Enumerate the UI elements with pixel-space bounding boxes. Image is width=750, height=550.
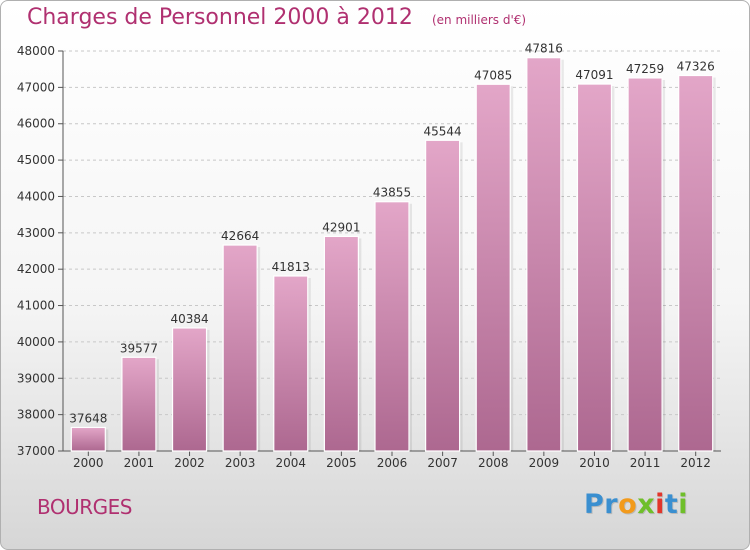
data-label-2007: 45544 (424, 124, 462, 138)
data-label-2011: 47259 (626, 62, 664, 76)
y-tick-label: 40000 (17, 335, 55, 349)
data-label-2004: 41813 (272, 260, 310, 274)
x-tick-label-2001: 2001 (124, 456, 155, 470)
city-name: BOURGES (37, 495, 132, 519)
logo-letter: i (678, 489, 689, 520)
bar-2008[interactable] (475, 83, 511, 452)
bar-2011[interactable] (627, 77, 663, 452)
y-tick-label: 46000 (17, 117, 55, 131)
x-tick-label-2012: 2012 (680, 456, 711, 470)
x-tick-label-2007: 2007 (427, 456, 458, 470)
logo-letter: x (637, 489, 656, 520)
logo-letter: P (584, 489, 605, 520)
x-tick-label-2004: 2004 (275, 456, 306, 470)
bar-2006[interactable] (374, 201, 410, 452)
logo-letter: i (655, 489, 665, 520)
labels: 37000 38000 39000 40000 41000 42000 43000 44000… (17, 42, 715, 470)
y-tick-label: 42000 (17, 262, 55, 276)
y-tick-label: 37000 (17, 444, 55, 458)
logo-letter: o (618, 489, 638, 520)
bar-2002[interactable] (171, 327, 208, 452)
data-label-2003: 42664 (221, 229, 259, 243)
bar-2007[interactable] (425, 139, 461, 452)
bars (70, 57, 716, 452)
data-label-2005: 42901 (322, 220, 360, 234)
logo-letter: r (604, 489, 619, 520)
y-tick-label: 38000 (17, 408, 55, 422)
x-tick-label-2000: 2000 (73, 456, 104, 470)
bar-2004[interactable] (273, 275, 309, 452)
y-tick-label: 45000 (17, 153, 55, 167)
data-label-2010: 47091 (575, 68, 613, 82)
x-tick-label-2006: 2006 (377, 456, 408, 470)
bar-2005[interactable] (323, 235, 359, 452)
bar-2009[interactable] (526, 57, 562, 452)
x-tick-label-2011: 2011 (630, 456, 661, 470)
data-label-2012: 47326 (677, 60, 715, 74)
data-label-2009: 47816 (525, 42, 563, 56)
data-label-2002: 40384 (170, 312, 208, 326)
chart-title: Charges de Personnel 2000 à 2012 (27, 5, 413, 30)
x-tick-label-2009: 2009 (529, 456, 560, 470)
x-tick-label-2008: 2008 (478, 456, 509, 470)
x-tick-label-2002: 2002 (174, 456, 205, 470)
y-tick-label: 39000 (17, 371, 55, 385)
x-tick-label-2003: 2003 (225, 456, 256, 470)
bar-2000[interactable] (70, 426, 106, 452)
x-tick-label-2005: 2005 (326, 456, 357, 470)
x-tick-label-2010: 2010 (579, 456, 610, 470)
proxiti-logo[interactable]: Proxiti (584, 489, 688, 520)
logo-letter: t (664, 489, 679, 520)
data-label-2001: 39577 (120, 341, 158, 355)
data-label-2006: 43855 (373, 186, 411, 200)
y-tick-label: 47000 (17, 80, 55, 94)
bar-2010[interactable] (576, 83, 613, 452)
data-label-2000: 37648 (69, 411, 107, 425)
y-tick-label: 48000 (17, 44, 55, 58)
y-tick-label: 41000 (17, 299, 55, 313)
bar-2003[interactable] (222, 244, 258, 452)
y-tick-label: 44000 (17, 189, 55, 203)
data-label-2008: 47085 (474, 68, 512, 82)
bar-2001[interactable] (121, 356, 157, 452)
y-tick-label: 43000 (17, 226, 55, 240)
chart-subtitle: (en milliers d'€) (431, 13, 527, 27)
bar-2012[interactable] (678, 74, 714, 452)
title-block: Charges de Personnel 2000 à 2012 (en mil… (27, 5, 526, 30)
